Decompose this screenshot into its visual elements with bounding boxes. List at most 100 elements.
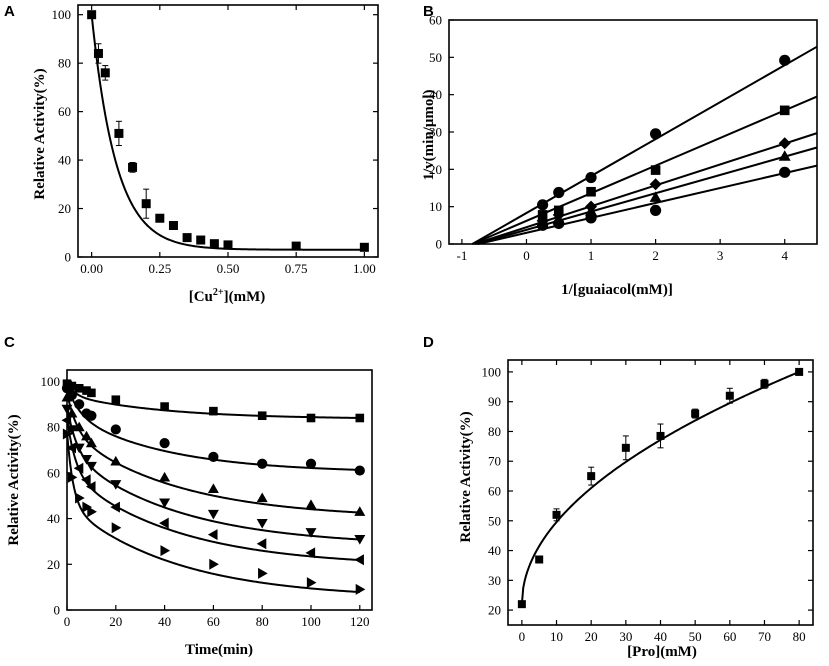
panel-d-data-point: [656, 431, 665, 440]
panel-b-data-point-s4: [649, 191, 662, 202]
panel-a-data-point: [93, 48, 103, 58]
panel-c-data-point-c3: [85, 437, 97, 448]
panel-c-data-point-c4: [256, 519, 268, 529]
panel-c-data-point-c3: [354, 506, 366, 516]
panel-b-xtick-label: 1: [588, 248, 595, 263]
panel-d-data-point: [725, 391, 734, 400]
panel-b-ytick-label: 30: [429, 125, 442, 140]
panel-c-data-point-c6: [67, 471, 78, 483]
panel-c-data-point-c6: [160, 545, 171, 557]
panel-c-data-point-c6: [111, 522, 122, 534]
panel-c-data-point-c6: [82, 501, 93, 513]
panel-b-data-point-s3: [649, 178, 662, 191]
panel-d-chart: 0 10 20 30 40 50 60 70 80 20 30 40 50 60 70 80 90 100: [482, 359, 814, 644]
panel-a-data-point: [209, 239, 219, 249]
panel-a-xtick-label: 0.25: [148, 261, 171, 276]
panel-c-data-point-c2: [257, 458, 268, 469]
panel-a-ytick-label: 40: [58, 153, 71, 168]
panel-c-data-point-c5: [207, 529, 218, 541]
panel-c-data-point-c4: [354, 535, 366, 545]
panel-c-data-point-c1: [355, 413, 365, 423]
panel-c-data-point-c1: [82, 386, 91, 395]
panel-c-data-point-c3: [73, 421, 85, 432]
panel-c-xlabel: Time(min): [185, 642, 253, 658]
panel-b-data-point-s4: [778, 150, 791, 161]
panel-c-plot-frame: [66, 369, 373, 611]
panel-b-xlabel: 1/[guaiacol(mM)]: [561, 282, 673, 298]
panel-b-data-point-s1: [537, 199, 549, 211]
panel-a-data-point: [291, 241, 301, 251]
panel-c-xtick-label: 60: [207, 614, 220, 629]
panel-b-data-point-s1: [649, 128, 662, 140]
panel-a-xtick-label: 0.50: [217, 261, 240, 276]
panel-a-data-point: [359, 242, 369, 252]
panel-a-fit-curve: [90, 14, 365, 251]
panel-c-data-point-c6: [355, 583, 366, 595]
panel-c-data-point-c3: [207, 483, 219, 493]
panel-d-ytick-label: 80: [488, 424, 501, 439]
panel-c-xtick-label: 100: [301, 614, 321, 629]
panel-d-xtick-label: 80: [793, 629, 806, 644]
panel-c-data-point-c2: [74, 399, 85, 410]
panel-c-data-point-c1: [74, 383, 84, 393]
panel-d-ytick-label: 70: [488, 454, 501, 469]
panel-a-data-point: [182, 233, 192, 243]
panel-c-ylabel: Relative Activity(%): [6, 414, 22, 545]
panel-d-xtick-label: 0: [519, 629, 526, 644]
panel-c-data-point-c2: [305, 458, 317, 469]
panel-a-data-point: [155, 213, 165, 223]
panel-c-data-point-c5: [305, 547, 316, 559]
panel-b-ytick-label: 40: [429, 87, 442, 102]
panel-a-ytick-label: 100: [52, 7, 72, 22]
panel-b-fit-line-s1: [471, 45, 818, 245]
panel-c-data-point-c1: [160, 402, 169, 411]
panel-b-fit-line-s2: [471, 95, 818, 245]
panel-c-data-point-c3: [81, 430, 93, 441]
panel-c-data-point-c4: [159, 498, 171, 509]
panel-d-ytick-label: 100: [482, 364, 502, 379]
panel-d-data-point: [587, 472, 596, 481]
panel-a-xtick-label: 1.00: [353, 261, 376, 276]
panel-c-ytick-label: 40: [47, 511, 60, 526]
panel-a-ytick-label: 20: [58, 201, 71, 216]
panel-c-data-point-c6: [75, 492, 85, 504]
panel-c-data-point-c6: [87, 506, 97, 518]
panel-b-plot-frame: [448, 19, 818, 245]
panel-c-data-point-c5: [85, 481, 96, 493]
panel-b-xtick-label: -1: [456, 248, 467, 263]
panel-d-ytick-label: 30: [488, 573, 501, 588]
panel-d-ytick-label: 60: [488, 484, 501, 499]
panel-d-data-point: [517, 600, 526, 609]
panel-a-ytick-label: 0: [65, 250, 72, 265]
panel-d-xtick-label: 60: [723, 629, 736, 644]
panel-b-data-point-s5: [585, 212, 597, 224]
panel-b-ytick-label: 10: [429, 199, 442, 214]
panel-c-data-point-c4: [305, 528, 317, 538]
panel-b-xtick-label: 4: [781, 248, 788, 263]
panel-d-xtick-label: 70: [758, 629, 771, 644]
panel-a-data-point: [114, 128, 124, 138]
panel-letter-b: B: [423, 3, 434, 20]
panel-b-data-point-s1: [585, 171, 597, 184]
panel-d-xtick-label: 30: [619, 629, 632, 644]
panel-c-data-point-c1: [257, 411, 267, 421]
panel-c-data-point-c3: [305, 499, 317, 509]
panel-c-data-point-c5: [354, 554, 364, 566]
panel-d-xtick-label: 50: [689, 629, 702, 644]
panel-c-ytick-label: 0: [54, 603, 61, 618]
panel-c-data-point-c4: [73, 443, 85, 454]
panel-c-data-point-c3: [61, 391, 73, 402]
panel-d-ytick-label: 50: [488, 513, 501, 528]
panel-c-data-point-c4: [81, 455, 93, 465]
panel-c-fit-curve-c4: [66, 406, 360, 541]
panel-c-chart: 0 20 40 60 80 100 120 0 20 40 60 80 100: [41, 369, 373, 629]
panel-c-data-point-c5: [61, 414, 72, 426]
panel-c-ytick-label: 60: [47, 465, 60, 480]
panel-c-xtick-label: 0: [64, 614, 71, 629]
panel-b-ytick-label: 20: [429, 162, 442, 177]
panel-b-ytick-label: 50: [429, 50, 442, 65]
panel-c-data-point-c6: [306, 577, 317, 589]
panel-b-data-point-s2: [586, 186, 596, 197]
panel-c-data-point-c1: [111, 395, 121, 405]
